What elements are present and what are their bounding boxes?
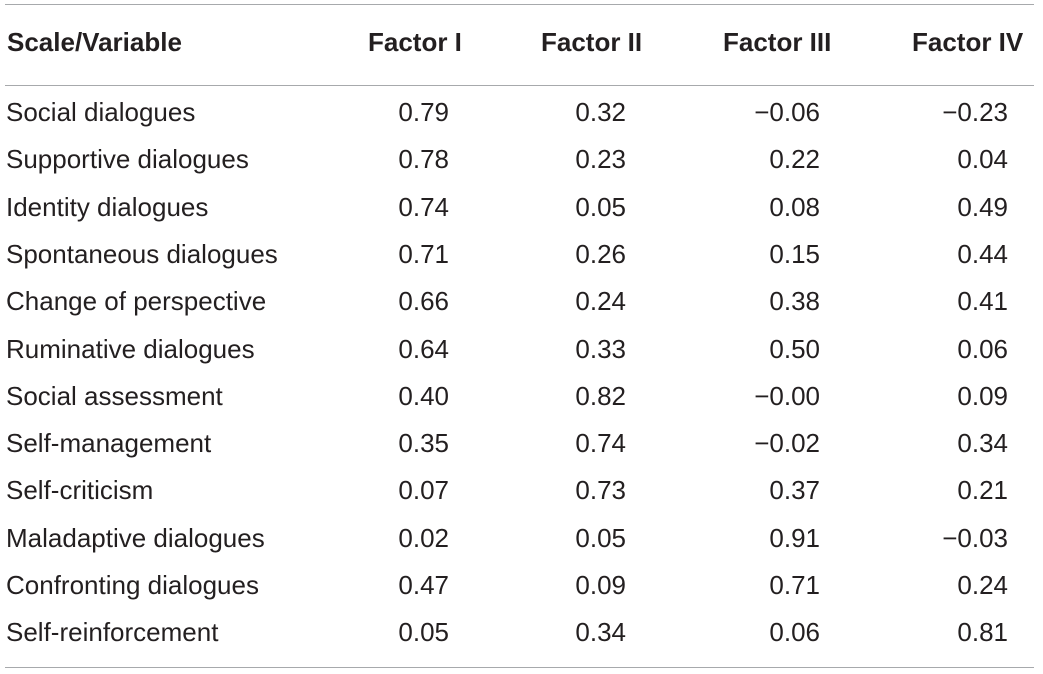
row-label: Change of perspective	[6, 286, 267, 317]
factor-3-value: 0.15	[769, 238, 820, 269]
factor-3-value: 0.91	[769, 522, 820, 553]
factor-1-value: 0.47	[398, 570, 449, 600]
table-row: Confronting dialogues 0.47 0.09 0.71 0.24	[0, 567, 1043, 603]
factor-2-value: 0.05	[575, 522, 626, 553]
row-label: Maladaptive dialogues	[6, 522, 265, 553]
row-label: Identity dialogues	[6, 191, 209, 222]
factor-3-value: −0.02	[754, 428, 820, 459]
factor-1-value: 0.02	[398, 522, 449, 553]
header-factor-2: Factor II	[541, 27, 643, 57]
factor-1-value: 0.79	[398, 97, 449, 127]
factor-4-value: 0.81	[957, 617, 1008, 648]
factor-3-value: 0.37	[769, 475, 820, 506]
factor-4-value: 0.24	[957, 570, 1008, 600]
table-row: Social dialogues 0.79 0.32 −0.06 −0.23	[0, 94, 1043, 130]
factor-4-value: 0.49	[957, 191, 1008, 222]
factor-2-value: 0.73	[575, 475, 626, 506]
factor-1-value: 0.35	[398, 428, 449, 459]
table-row: Identity dialogues 0.74 0.05 0.08 0.49	[0, 189, 1043, 225]
row-label: Supportive dialogues	[6, 144, 249, 175]
factor-1-value: 0.64	[398, 333, 449, 364]
factor-1-value: 0.05	[398, 617, 449, 648]
factor-3-value: −0.06	[754, 97, 820, 127]
table-row: Change of perspective 0.66 0.24 0.38 0.41	[0, 283, 1043, 319]
factor-3-value: 0.08	[769, 191, 820, 222]
header-factor-1: Factor I	[368, 27, 462, 57]
factor-3-value: 0.71	[769, 570, 820, 600]
top-rule	[5, 4, 1034, 5]
factor-2-value: 0.24	[575, 286, 626, 317]
factor-4-value: 0.04	[957, 144, 1008, 175]
header-factor-3: Factor III	[723, 27, 832, 57]
factor-1-value: 0.78	[398, 144, 449, 175]
header-rule	[5, 85, 1034, 86]
table-row: Spontaneous dialogues 0.71 0.26 0.15 0.44	[0, 236, 1043, 272]
header-factor-4: Factor IV	[912, 27, 1024, 57]
factor-2-value: 0.23	[575, 144, 626, 175]
table-row: Ruminative dialogues 0.64 0.33 0.50 0.06	[0, 331, 1043, 367]
factor-4-value: 0.21	[957, 475, 1008, 506]
row-label: Self-reinforcement	[6, 617, 219, 648]
factor-4-value: −0.23	[942, 97, 1008, 127]
row-label: Confronting dialogues	[6, 570, 259, 600]
factor-3-value: 0.06	[769, 617, 820, 648]
row-label: Ruminative dialogues	[6, 333, 255, 364]
factor-2-value: 0.09	[575, 570, 626, 600]
factor-2-value: 0.05	[575, 191, 626, 222]
table-row: Social assessment 0.40 0.82 −0.00 0.09	[0, 378, 1043, 414]
table-row: Maladaptive dialogues 0.02 0.05 0.91 −0.03	[0, 520, 1043, 556]
factor-1-value: 0.74	[398, 191, 449, 222]
factor-4-value: −0.03	[942, 522, 1008, 553]
factor-3-value: 0.22	[769, 144, 820, 175]
row-label: Spontaneous dialogues	[6, 238, 278, 269]
factor-3-value: 0.50	[769, 333, 820, 364]
table-row: Supportive dialogues 0.78 0.23 0.22 0.04	[0, 141, 1043, 177]
table-row: Self-criticism 0.07 0.73 0.37 0.21	[0, 472, 1043, 508]
factor-4-value: 0.34	[957, 428, 1008, 459]
factor-3-value: 0.38	[769, 286, 820, 317]
factor-2-value: 0.82	[575, 380, 626, 411]
bottom-rule	[5, 667, 1034, 668]
factor-3-value: −0.00	[754, 380, 820, 411]
factor-1-value: 0.07	[398, 475, 449, 506]
factor-1-value: 0.40	[398, 380, 449, 411]
row-label: Self-criticism	[6, 475, 154, 506]
table-row: Self-management 0.35 0.74 −0.02 0.34	[0, 425, 1043, 461]
factor-2-value: 0.74	[575, 428, 626, 459]
factor-4-value: 0.06	[957, 333, 1008, 364]
factor-2-value: 0.33	[575, 333, 626, 364]
row-label: Social assessment	[6, 380, 223, 411]
factor-4-value: 0.41	[957, 286, 1008, 317]
factor-4-value: 0.09	[957, 380, 1008, 411]
table-row: Self-reinforcement 0.05 0.34 0.06 0.81	[0, 614, 1043, 650]
row-label: Social dialogues	[6, 97, 196, 127]
factor-4-value: 0.44	[957, 238, 1008, 269]
factor-1-value: 0.71	[398, 238, 449, 269]
factor-2-value: 0.34	[575, 617, 626, 648]
factor-2-value: 0.26	[575, 238, 626, 269]
row-label: Self-management	[6, 428, 212, 459]
factor-2-value: 0.32	[575, 97, 626, 127]
factor-1-value: 0.66	[398, 286, 449, 317]
header-scale-variable: Scale/Variable	[7, 27, 182, 57]
